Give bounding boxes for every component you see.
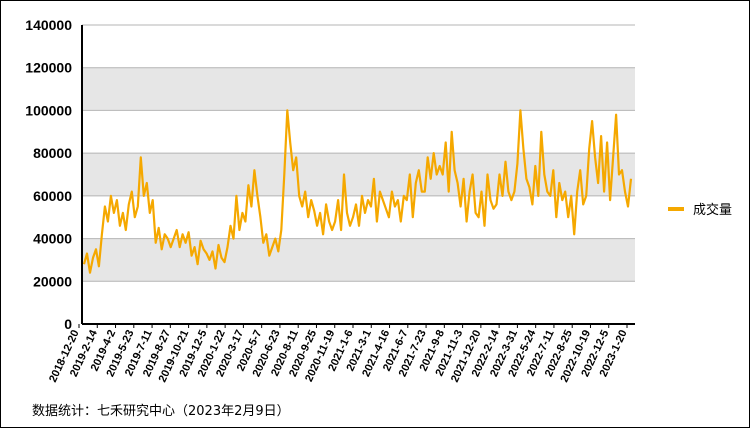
source-note: 数据统计：七禾研究中心（2023年2月9日） [32,404,290,419]
y-tick-label: 140000 [25,17,72,33]
legend: 成交量 [668,202,732,218]
y-tick-label: 0 [64,316,72,332]
y-tick-label: 80000 [33,145,72,161]
series-layer [82,109,633,274]
gridlines [82,24,635,282]
y-axis-ticks: 0 20000 40000 60000 80000 100000 120000 140000 [25,17,72,332]
grid-band [82,238,635,282]
series-line [82,109,633,274]
x-axis-ticks: 2018-12-202019-2-142019-4-22019-5-232019… [47,324,630,384]
legend-label: 成交量 [693,202,732,218]
y-tick-label: 120000 [25,60,72,76]
plot-bands [82,67,635,282]
y-tick-label: 20000 [33,273,72,289]
grid-band [82,67,635,111]
y-tick-label: 60000 [33,188,72,204]
y-tick-label: 40000 [33,231,72,247]
axes [81,25,635,325]
y-tick-label: 100000 [25,102,72,118]
